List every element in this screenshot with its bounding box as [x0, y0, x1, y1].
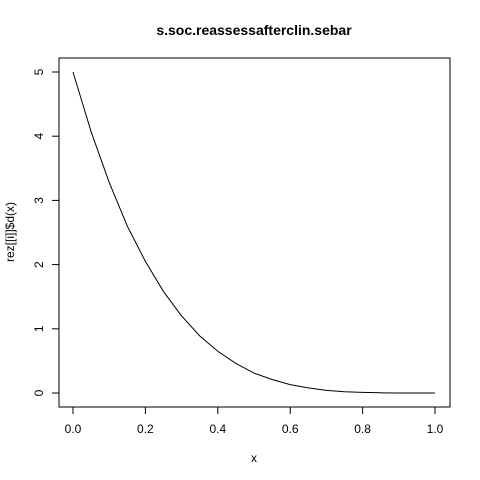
x-tick-label: 1.0 [427, 422, 444, 436]
x-axis: 0.0 0.2 0.4 0.6 0.8 1.0 [65, 406, 444, 436]
y-axis: 0 1 2 3 4 5 [32, 68, 60, 396]
y-tick-label: 0 [32, 389, 46, 396]
x-tick-label: 0.6 [282, 422, 299, 436]
x-axis-label: x [251, 451, 257, 465]
x-tick-label: 0.4 [209, 422, 226, 436]
y-tick-label: 2 [32, 261, 46, 268]
chart-title: s.soc.reassessafterclin.sebar [156, 22, 352, 38]
x-tick-label: 0.0 [65, 422, 82, 436]
x-tick-label: 0.8 [354, 422, 371, 436]
data-line [72, 71, 436, 394]
x-tick-label: 0.2 [137, 422, 154, 436]
y-tick-label: 5 [32, 68, 46, 75]
y-axis-label: rez[[i]]$d(x) [3, 202, 17, 262]
y-tick-label: 3 [32, 197, 46, 204]
plot-frame [58, 57, 451, 408]
y-tick-label: 4 [32, 133, 46, 140]
y-tick-label: 1 [32, 325, 46, 332]
